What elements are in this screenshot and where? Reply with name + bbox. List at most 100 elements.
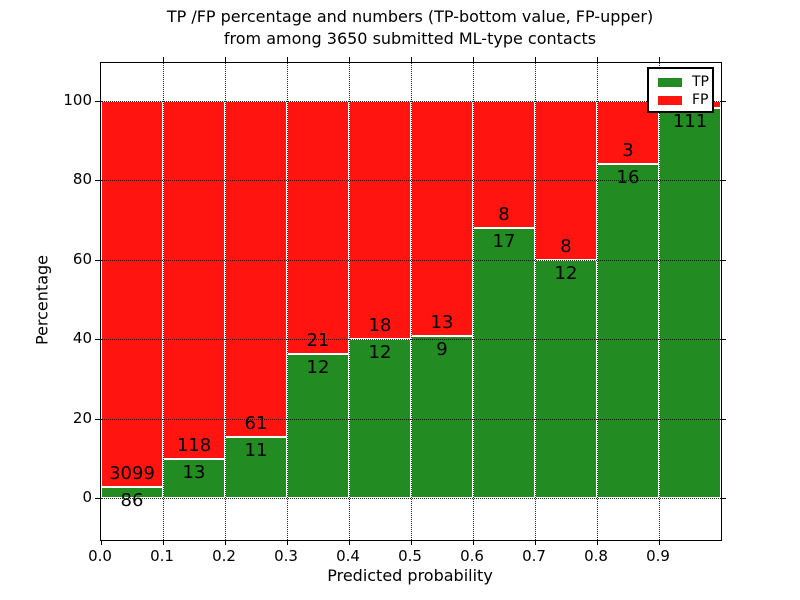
bar-segment-tp bbox=[101, 487, 163, 498]
x-tick-mark bbox=[349, 540, 350, 545]
fp-count-label: 3099 bbox=[109, 463, 155, 485]
x-tick-mark bbox=[473, 540, 474, 545]
tp-color-swatch bbox=[658, 77, 682, 87]
gridline-horizontal bbox=[101, 259, 721, 261]
legend-label-fp: FP bbox=[692, 92, 709, 108]
tp-count-label: 111 bbox=[672, 111, 708, 132]
y-tick-mark-right bbox=[721, 101, 726, 102]
gridline-vertical bbox=[349, 63, 350, 540]
tp-count-label: 13 bbox=[182, 461, 206, 483]
x-tick-label: 0.3 bbox=[274, 547, 298, 565]
bar-segment-fp bbox=[411, 101, 473, 336]
tp-count-label: 86 bbox=[120, 490, 144, 512]
x-tick-mark bbox=[163, 540, 164, 545]
bar-segment-tp bbox=[349, 339, 411, 498]
gridline-vertical bbox=[225, 63, 226, 540]
fp-count-label: 21 bbox=[306, 329, 330, 351]
x-tick-mark-top bbox=[597, 57, 598, 62]
y-tick-label: 20 bbox=[72, 408, 92, 427]
tp-count-label: 12 bbox=[306, 356, 330, 378]
fp-count-label: 13 bbox=[430, 311, 454, 333]
y-tick-mark-right bbox=[721, 418, 726, 420]
fp-count-label: 61 bbox=[244, 413, 268, 435]
chart-title-line2: from among 3650 submitted ML-type contac… bbox=[223, 29, 597, 48]
tp-count-label: 16 bbox=[616, 166, 640, 188]
tp-count-label: 11 bbox=[244, 440, 268, 462]
y-tick-label: 60 bbox=[72, 249, 92, 268]
y-tick-label: 100 bbox=[63, 91, 92, 109]
fp-count-label: 18 bbox=[368, 315, 392, 337]
x-tick-mark-top bbox=[535, 57, 536, 62]
y-tick-mark bbox=[95, 339, 100, 341]
y-tick-mark-right bbox=[721, 339, 726, 341]
chart-title-line1: TP /FP percentage and numbers (TP-bottom… bbox=[166, 7, 654, 26]
bar-segment-tp bbox=[411, 335, 473, 498]
bar-segment-tp bbox=[287, 353, 349, 498]
x-tick-label: 0.1 bbox=[150, 547, 174, 565]
x-tick-mark bbox=[101, 540, 102, 545]
legend: TP FP bbox=[647, 67, 714, 113]
gridline-vertical bbox=[411, 63, 412, 540]
gridline-horizontal bbox=[101, 180, 721, 182]
x-tick-label: 0.2 bbox=[212, 547, 236, 565]
fp-count-label: 3 bbox=[622, 139, 634, 161]
gridline-vertical bbox=[535, 63, 536, 540]
x-tick-mark bbox=[535, 540, 536, 545]
x-tick-label: 0.6 bbox=[460, 547, 484, 565]
fp-color-swatch bbox=[658, 95, 682, 105]
legend-item-tp: TP bbox=[658, 74, 712, 90]
y-tick-mark bbox=[95, 101, 100, 102]
x-tick-label: 0.8 bbox=[584, 547, 608, 565]
x-tick-mark-top bbox=[349, 57, 350, 62]
tp-count-label: 17 bbox=[492, 231, 516, 252]
x-tick-mark-top bbox=[225, 57, 226, 62]
gridline-horizontal bbox=[101, 418, 721, 420]
x-tick-mark bbox=[659, 540, 660, 545]
gridline-vertical bbox=[287, 63, 288, 540]
gridline-vertical bbox=[659, 63, 660, 540]
y-tick-mark bbox=[95, 418, 100, 420]
y-tick-mark-right bbox=[721, 498, 726, 499]
bar-segment-tp bbox=[597, 163, 659, 498]
x-tick-mark bbox=[411, 540, 412, 545]
gridline-horizontal bbox=[101, 101, 721, 102]
x-tick-label: 0.5 bbox=[398, 547, 422, 565]
legend-item-fp: FP bbox=[658, 92, 712, 108]
bar-segment-tp bbox=[535, 259, 597, 498]
x-tick-mark-top bbox=[659, 57, 660, 62]
bar-segment-tp bbox=[473, 228, 535, 498]
bar-segment-tp bbox=[659, 108, 721, 498]
tp-count-label: 12 bbox=[368, 342, 392, 364]
bar-segment-fp bbox=[225, 101, 287, 438]
y-tick-label: 40 bbox=[72, 329, 92, 348]
x-tick-label: 0.0 bbox=[88, 547, 112, 565]
x-tick-label: 0.4 bbox=[336, 547, 360, 565]
tp-count-label: 12 bbox=[554, 262, 578, 284]
fp-count-label: 118 bbox=[176, 434, 212, 456]
y-tick-mark-right bbox=[721, 259, 726, 261]
y-tick-mark-right bbox=[721, 180, 726, 182]
fp-count-label: 8 bbox=[498, 204, 510, 225]
gridline-horizontal bbox=[101, 498, 721, 499]
x-tick-mark bbox=[225, 540, 226, 545]
x-tick-mark bbox=[287, 540, 288, 545]
y-tick-label: 0 bbox=[82, 488, 92, 506]
x-tick-label: 0.7 bbox=[522, 547, 546, 565]
tp-count-label: 9 bbox=[436, 338, 448, 360]
y-tick-mark bbox=[95, 180, 100, 182]
plot-area: TP FP 3099 86 118 13 61 11 21 12 18 12 13 9 8 17 8 12 3 1… bbox=[95, 57, 726, 545]
x-tick-mark-top bbox=[287, 57, 288, 62]
gridline-vertical bbox=[163, 63, 164, 540]
x-tick-mark-top bbox=[411, 57, 412, 62]
x-axis-label: Predicted probability bbox=[327, 566, 493, 585]
x-tick-mark-top bbox=[163, 57, 164, 62]
y-tick-mark bbox=[95, 259, 100, 261]
chart-title: TP /FP percentage and numbers (TP-bottom… bbox=[100, 6, 720, 50]
gridline-horizontal bbox=[101, 339, 721, 341]
fp-count-label: 8 bbox=[560, 235, 572, 257]
bar-segment-fp bbox=[349, 101, 411, 340]
legend-label-tp: TP bbox=[692, 74, 709, 90]
x-tick-mark-top bbox=[473, 57, 474, 62]
y-tick-mark bbox=[95, 498, 100, 499]
